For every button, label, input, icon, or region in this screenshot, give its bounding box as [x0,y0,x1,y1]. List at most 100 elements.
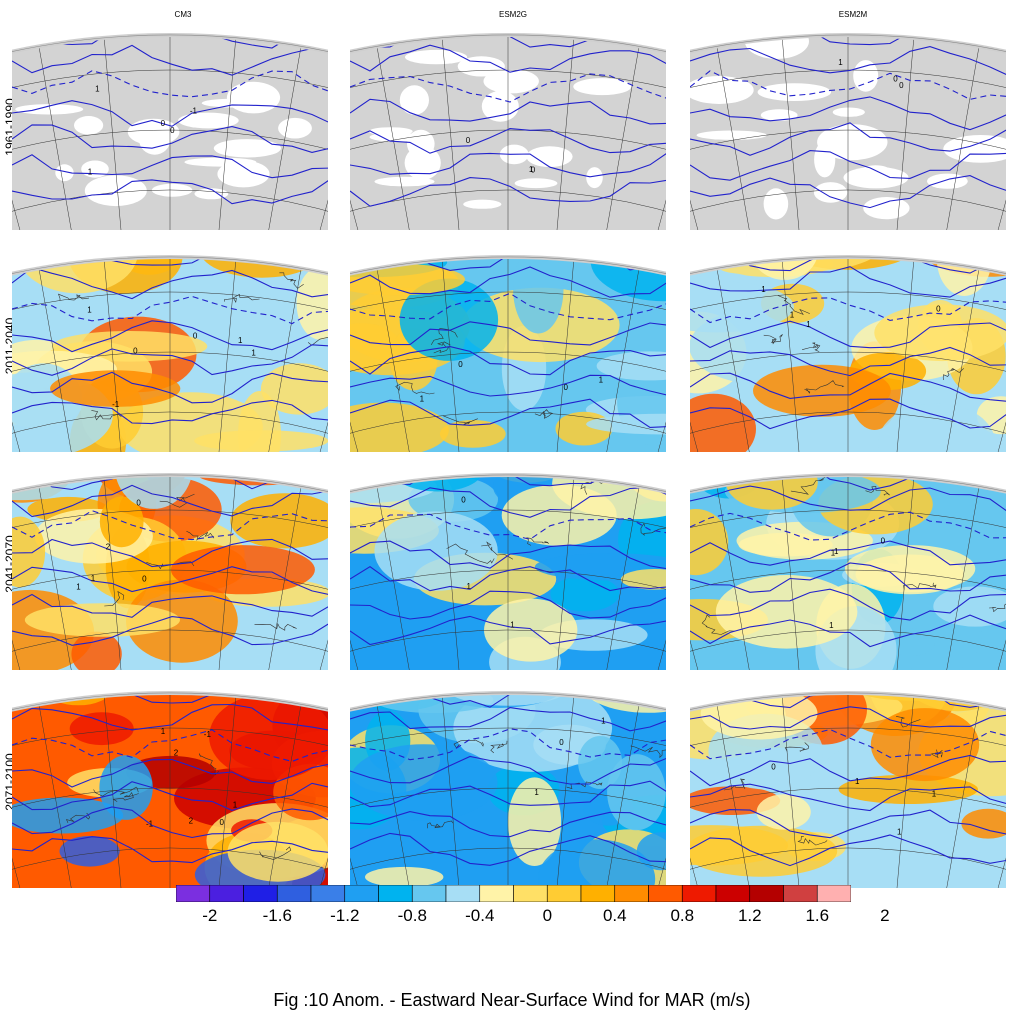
colorbar-tick-label: 0.4 [602,906,627,925]
contour-label: -1 [190,106,198,115]
contour-label: 1 [467,582,472,591]
map-panel-svg: 1 0 1 0 [350,254,666,452]
contour-label: 0 [771,763,776,772]
colorbar-tick-label: -1.2 [330,906,360,925]
map-panel-svg: 2 1 0 0 1 [12,472,328,670]
contour-label: 0 [461,495,466,504]
colorbar-swatch [513,885,548,902]
contour-label: 1 [534,788,539,797]
colorbar-swatch [310,885,346,902]
contour-label: 1 [233,801,238,810]
colorbar-swatch [749,885,784,902]
map-panel-cm3-2071-2100: 2 2 1 1 0 -1 -1 [12,668,328,888]
contour-label: 0 [161,119,166,128]
contour-label: 1 [761,285,766,294]
map-panel-esm2g-2041-2070: 1 0 1 [350,450,666,670]
colorbar-swatch [614,885,649,902]
contour-label: 1 [829,621,834,630]
contour-label: 1 [601,717,606,726]
contour-label: 1 [251,349,256,358]
contour-label: 1 [529,165,534,174]
contour-label: 1 [91,574,96,583]
colorbar-tick-label: -0.8 [397,906,427,925]
contour-label: 1 [806,320,811,329]
contour-label: 0 [466,136,471,145]
contour-label: 1 [510,621,515,630]
map-panel-svg: 1 0 1 [350,472,666,670]
colorbar-swatch [580,885,616,902]
map-panel-esm2g-2071-2100: 1 0 1 [350,668,666,888]
colorbar-swatch [411,885,447,902]
contour-label: 0 [458,360,463,369]
contour-label: 1 [420,395,425,404]
colorbar-swatch [344,885,379,902]
contour-label: 1 [76,582,81,591]
map-panel-svg: 0 1 0 [690,32,1006,230]
colorbar-tick-label: -0.4 [465,906,495,925]
colorbar-swatch [681,885,717,902]
contour-label: 0 [170,126,175,135]
colorbar-swatch [648,885,683,902]
colorbar-swatch [176,885,211,902]
contour-label: 0 [193,331,198,340]
contour-label: 0 [564,383,569,392]
colorbar-tick-label: 1.2 [737,906,762,925]
colorbar-tick-label: -1.6 [262,906,292,925]
colorbar-swatch [783,885,818,902]
column-label-cm3: CM3 [174,10,192,19]
colorbar-tick-label: 1.6 [805,906,830,925]
map-panel-svg: 1 0 1 -1 0 1 [12,254,328,452]
contour-label: -1 [204,730,212,739]
contour-label: 2 [106,542,111,551]
colorbar-swatch [816,885,851,902]
colorbar-tick-label: 0.8 [670,906,695,925]
colorbar-swatch [546,885,582,902]
contour-label: 2 [174,749,179,758]
contour-label: 1 [932,790,937,799]
figure-caption: Fig :10 Anom. - Eastward Near-Surface Wi… [273,990,751,1010]
column-label-esm2m: ESM2M [838,10,868,19]
colorbar-swatch [445,885,481,902]
contour-label: 1 [831,549,836,558]
map-panel-svg: 0 1 0 1 -1 [12,32,328,230]
contour-label: 1 [855,777,860,786]
contour-label: 0 [936,304,941,313]
contour-label: 0 [881,537,886,546]
contour-label: 1 [95,85,100,94]
contour-label: 1 [87,306,92,315]
contour-label: 1 [238,336,243,345]
map-panel-esm2m-2011-2040: 1 0 1 1 [690,232,1006,452]
map-panel-cm3-2041-2070: 2 1 0 0 1 [12,450,328,670]
contour-label: 0 [142,575,147,584]
contour-label: 0 [136,498,141,507]
contour-label: 1 [834,547,839,556]
colorbar-swatch [243,885,278,902]
contour-label: 0 [531,165,536,174]
map-panel-esm2g-2011-2040: 1 0 1 0 [350,232,666,452]
contour-label: 1 [88,167,93,176]
colorbar-tick-label: -2 [202,906,218,925]
contour-label: 1 [838,58,843,67]
map-panel-svg: 1 0 1 1 [690,254,1006,452]
contour-label: 0 [220,818,225,827]
colorbar-swatch [479,885,514,902]
contour-label: 0 [559,738,564,747]
colorbar-swatch [276,885,312,902]
contour-label: -1 [112,400,120,409]
colorbar-tick-label: 2 [880,906,890,925]
map-panel-esm2m-2071-2100: 1 1 0 1 [690,668,1006,888]
map-panel-svg: 001 [350,32,666,230]
column-label-esm2g: ESM2G [498,10,527,19]
map-panel-cm3-2011-2040: 1 0 1 -1 0 1 [12,232,328,452]
map-panel-svg: 1 0 1 [350,690,666,888]
contour-label: 0 [133,346,138,355]
colorbar-tick-label: 0 [542,906,553,925]
contour-label: 2 [189,816,194,825]
contour-label: 1 [790,311,795,320]
contour-label: 1 [161,727,166,736]
